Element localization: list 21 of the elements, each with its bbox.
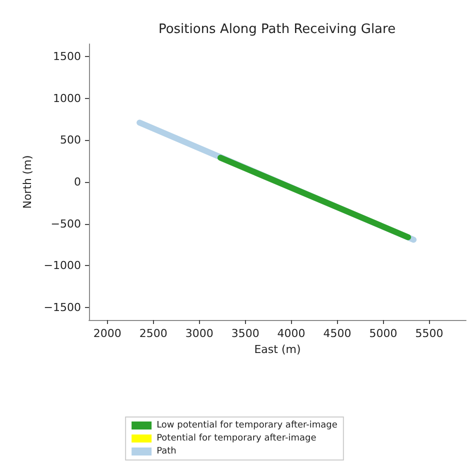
legend-label: Path <box>156 446 176 456</box>
legend-label: Potential for temporary after-image <box>156 434 317 444</box>
y-tick-label: 500 <box>60 134 81 147</box>
y-tick-label: −500 <box>50 217 81 230</box>
x-tick-label: 5500 <box>415 327 444 340</box>
x-tick-label: 3500 <box>231 327 260 340</box>
x-tick-label: 3000 <box>185 327 214 340</box>
y-tick-label: 1000 <box>53 92 81 105</box>
x-tick-label: 2500 <box>139 327 168 340</box>
legend-label: Low potential for temporary after-image <box>156 420 338 430</box>
x-tick-label: 2000 <box>93 327 122 340</box>
y-tick-label: −1500 <box>44 300 81 314</box>
x-tick-label: 5000 <box>369 327 398 340</box>
y-tick-label: 0 <box>74 176 81 188</box>
y-axis-title: North (m) <box>20 155 34 209</box>
x-axis-title: East (m) <box>254 342 301 356</box>
y-tick-label: 1500 <box>53 50 81 64</box>
x-tick-label: 4000 <box>277 327 306 340</box>
x-tick-label: 4500 <box>323 327 352 340</box>
chart-title: Positions Along Path Receiving Glare <box>158 22 396 37</box>
y-tick-label: −1000 <box>44 259 81 272</box>
